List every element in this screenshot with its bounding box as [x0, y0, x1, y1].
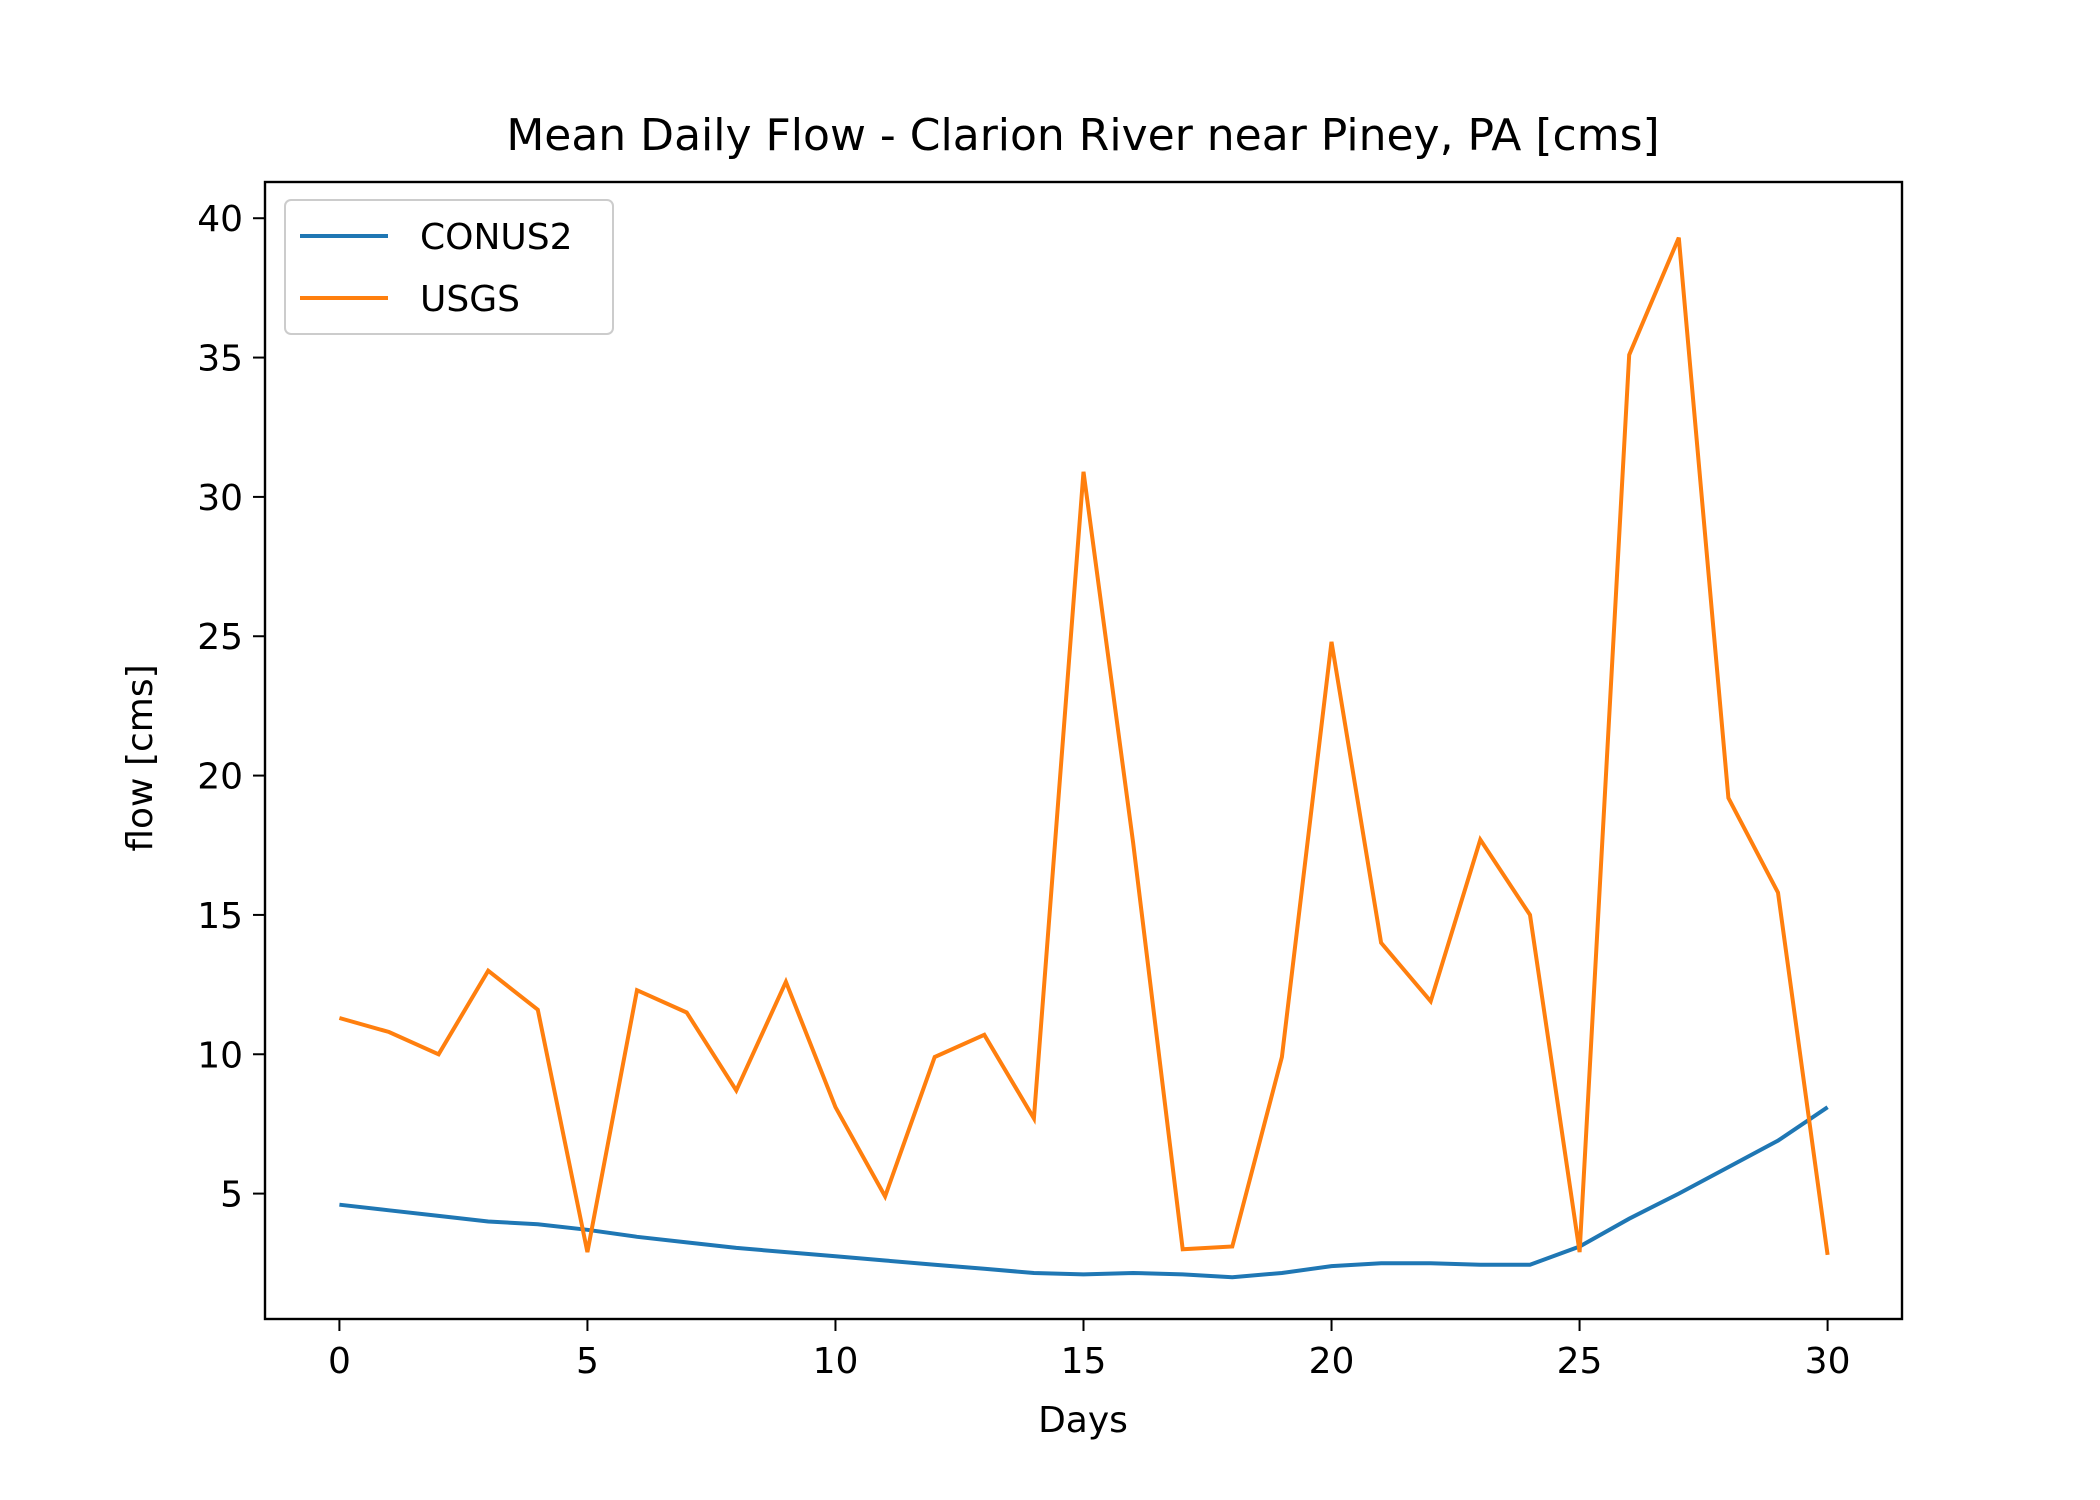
y-tick-label: 5: [220, 1175, 243, 1216]
plot-area: [338, 236, 1830, 1280]
series-line-usgs: [338, 236, 1830, 1256]
chart-title: Mean Daily Flow - Clarion River near Pin…: [506, 110, 1659, 161]
x-tick-label: 25: [1557, 1341, 1603, 1382]
y-tick-label: 10: [197, 1035, 243, 1076]
y-tick-label: 20: [197, 757, 243, 798]
axes-frame: [263, 180, 1904, 1321]
x-tick-label: 15: [1061, 1341, 1107, 1382]
y-tick-label: 40: [197, 199, 243, 240]
y-tick-label: 25: [197, 617, 243, 658]
x-tick-label: 10: [813, 1341, 859, 1382]
y-axis-label: flow [cms]: [120, 664, 161, 851]
x-tick-label: 0: [328, 1341, 351, 1382]
y-tick-label: 15: [197, 896, 243, 937]
legend: CONUS2 USGS: [284, 199, 614, 335]
x-tick-label: 5: [576, 1341, 599, 1382]
legend-box: [284, 199, 614, 335]
y-tick-label: 30: [197, 478, 243, 519]
axis-ticks: 0 5 10 15 20 25 30 5 10 15 20 25 30 35 40: [197, 199, 1850, 1382]
legend-label-usgs: USGS: [420, 279, 520, 320]
x-tick-label: 30: [1805, 1341, 1851, 1382]
x-axis-label: Days: [1038, 1400, 1128, 1441]
legend-label-conus2: CONUS2: [420, 217, 573, 258]
y-tick-label: 35: [197, 339, 243, 380]
x-tick-label: 20: [1309, 1341, 1355, 1382]
